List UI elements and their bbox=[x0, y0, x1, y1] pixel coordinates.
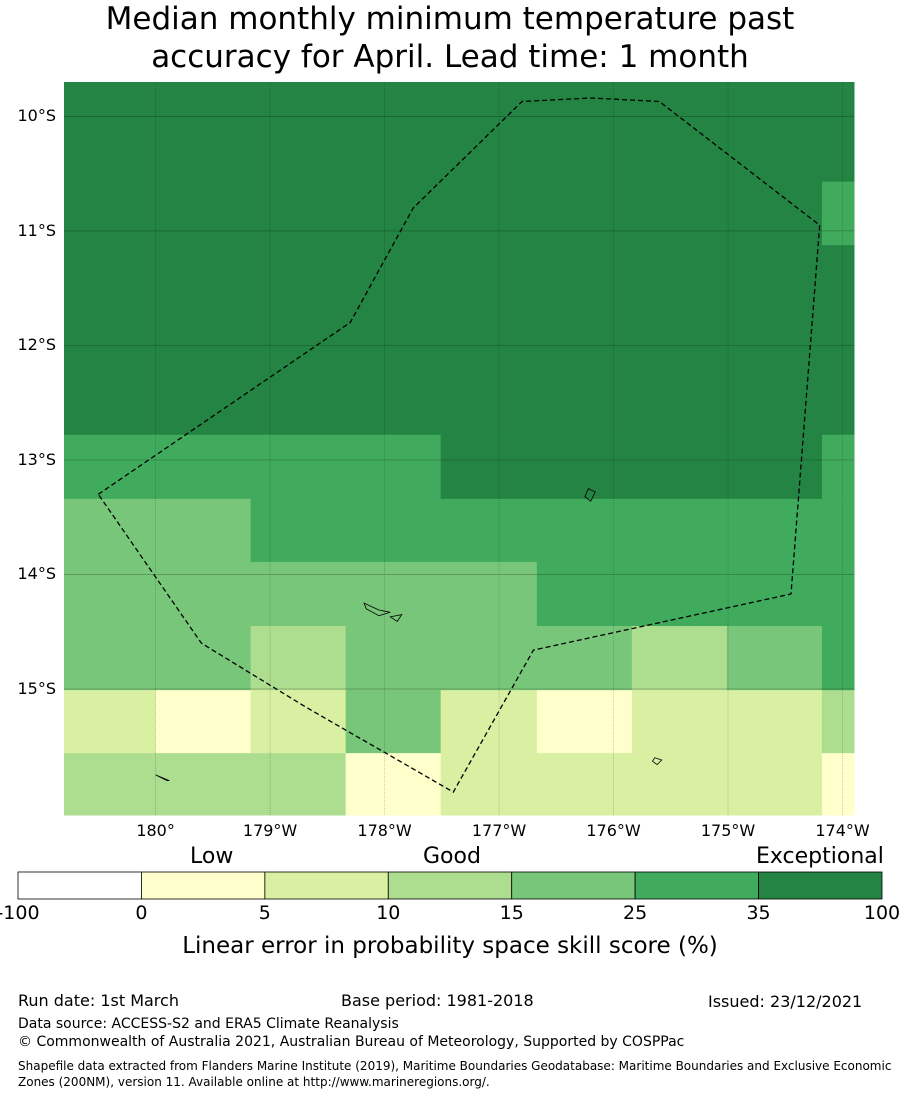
colorbar-bin bbox=[17, 871, 142, 900]
skill-cell bbox=[821, 753, 855, 816]
skill-cell bbox=[821, 181, 855, 246]
skill-cell bbox=[345, 626, 633, 691]
island-outline bbox=[584, 488, 596, 502]
latitude-label: 14°S bbox=[17, 564, 56, 584]
title-line-2: accuracy for April. Lead time: 1 month bbox=[151, 39, 749, 75]
colorbar-bin bbox=[141, 871, 266, 900]
category-good-label: Good bbox=[423, 844, 481, 869]
skill-cell bbox=[345, 690, 442, 754]
shapefile-credit: Shapefile data extracted from Flanders M… bbox=[18, 1059, 892, 1089]
colorbar-tick-label: 100 bbox=[863, 902, 900, 924]
eez-boundary bbox=[97, 97, 821, 793]
latitude-label: 10°S bbox=[17, 106, 56, 126]
skill-cell bbox=[440, 753, 823, 816]
longitude-label: 174°W bbox=[815, 821, 870, 840]
island-outline bbox=[389, 614, 403, 622]
skill-cell bbox=[821, 690, 855, 754]
skill-cell bbox=[536, 690, 633, 754]
data-source: Data source: ACCESS-S2 and ERA5 Climate … bbox=[18, 1016, 399, 1032]
skill-grid-cells bbox=[64, 82, 855, 816]
colorbar-bin bbox=[387, 871, 513, 900]
island-outline bbox=[651, 757, 663, 766]
colorbar-bin bbox=[758, 871, 883, 900]
colorbar-tick-label: 35 bbox=[746, 902, 771, 924]
skill-cell bbox=[64, 753, 252, 816]
longitude-label: 178°W bbox=[357, 821, 412, 840]
island-outline bbox=[363, 602, 391, 617]
skill-cell bbox=[64, 434, 442, 500]
latitude-label: 11°S bbox=[17, 220, 56, 240]
latitude-label: 15°S bbox=[17, 679, 56, 699]
run-date: Run date: 1st March bbox=[18, 991, 179, 1010]
skill-cell bbox=[631, 690, 823, 754]
colorbar-tick-label: 15 bbox=[499, 902, 524, 924]
colorbar-title: Linear error in probability space skill … bbox=[182, 933, 718, 959]
skill-cell bbox=[64, 498, 252, 563]
colorbar-tick-label: 0 bbox=[135, 902, 148, 924]
island-outline bbox=[155, 774, 170, 781]
skill-cell bbox=[250, 690, 347, 754]
title-line-1: Median monthly minimum temperature past bbox=[105, 1, 795, 37]
colorbar-bin bbox=[264, 871, 389, 900]
skill-cell bbox=[440, 690, 538, 754]
skill-cell bbox=[64, 561, 538, 627]
longitude-label: 177°W bbox=[471, 821, 527, 840]
longitude-label: 179°W bbox=[242, 821, 298, 840]
longitude-label: 180° bbox=[136, 821, 175, 840]
skill-cell bbox=[250, 498, 855, 563]
skill-map bbox=[64, 82, 855, 816]
colorbar-tick-label: 5 bbox=[258, 902, 271, 924]
skill-cell bbox=[440, 434, 823, 500]
graticule bbox=[64, 82, 854, 815]
skill-cell bbox=[726, 626, 823, 691]
latitude-label: 13°S bbox=[17, 449, 56, 469]
colorbar-tick-label: 25 bbox=[623, 902, 648, 924]
copyright: © Commonwealth of Australia 2021, Austra… bbox=[18, 1034, 685, 1050]
category-exceptional-label: Exceptional bbox=[756, 844, 884, 869]
longitude-label: 175°W bbox=[700, 821, 756, 840]
issued-date: Issued: 23/12/2021 bbox=[708, 992, 863, 1011]
latitude-label: 12°S bbox=[17, 335, 56, 355]
skill-cell bbox=[64, 82, 855, 436]
colorbar bbox=[17, 871, 883, 900]
skill-cell bbox=[250, 753, 347, 816]
base-period: Base period: 1981-2018 bbox=[341, 991, 534, 1010]
longitude-label: 176°W bbox=[586, 821, 641, 840]
colorbar-bin bbox=[511, 871, 636, 900]
skill-cell bbox=[64, 690, 157, 754]
colorbar-bin bbox=[634, 871, 759, 900]
island-outlines bbox=[155, 488, 663, 781]
map-title: Median monthly minimum temperature past … bbox=[0, 0, 900, 76]
skill-cell bbox=[250, 626, 347, 691]
skill-cell bbox=[536, 561, 855, 627]
colorbar-tick-label: -100 bbox=[0, 902, 40, 924]
skill-cell bbox=[821, 434, 855, 500]
colorbar-tick-label: 10 bbox=[376, 902, 401, 924]
category-low-label: Low bbox=[190, 844, 234, 869]
skill-cell bbox=[821, 626, 855, 691]
skill-cell bbox=[155, 690, 252, 754]
skill-cell bbox=[631, 626, 728, 691]
skill-cell bbox=[64, 626, 252, 691]
skill-cell bbox=[345, 753, 442, 816]
